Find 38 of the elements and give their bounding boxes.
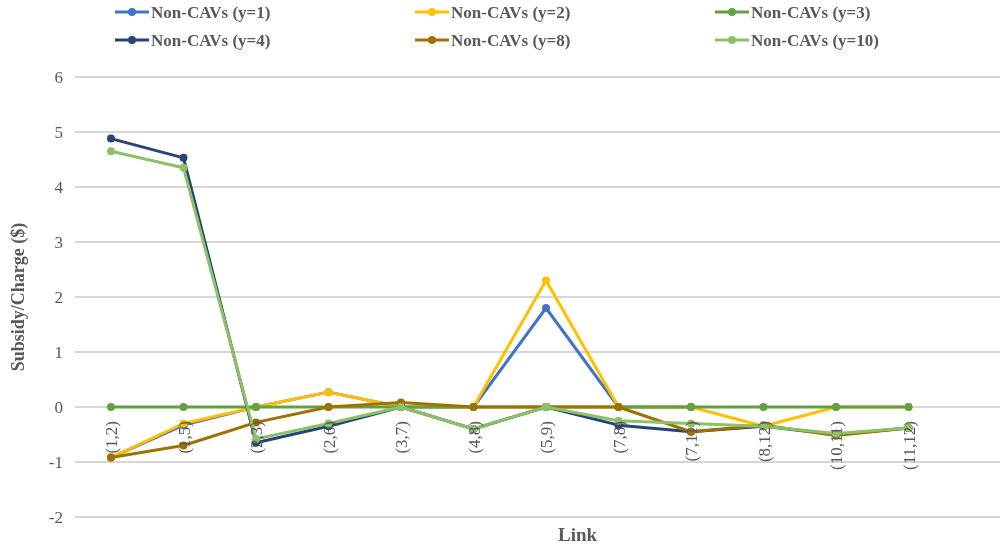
legend-label: Non-CAVs (y=10) (751, 30, 879, 50)
y-tick-label: 3 (54, 232, 63, 252)
point (107, 403, 115, 411)
x-tick-label: (3,7) (392, 421, 411, 454)
x-tick-label: (4,8) (464, 421, 484, 454)
legend-label: Non-CAVs (y=2) (451, 2, 571, 22)
point (179, 153, 188, 162)
legend-label: Non-CAVs (y=8) (451, 30, 571, 50)
legend-label: Non-CAVs (y=1) (151, 2, 271, 22)
x-tick-label: (11,12) (899, 421, 919, 470)
x-tick-label: (1,5) (174, 421, 194, 454)
y-tick-label: 5 (54, 122, 63, 142)
point (542, 304, 550, 312)
y-tick-label: -2 (48, 507, 63, 527)
x-tick-label: (8,12) (754, 421, 774, 463)
x-tick-label: (7,8) (609, 421, 629, 454)
x-tick-label: (2,3) (247, 421, 266, 454)
x-tick-label: (5,9) (537, 421, 556, 454)
y-tick-label: 0 (54, 397, 63, 417)
y-tick-label: 6 (54, 67, 63, 87)
point (107, 134, 115, 143)
point (107, 147, 115, 156)
x-tick-label: (7,11) (682, 421, 701, 462)
point (179, 163, 188, 172)
point (759, 403, 768, 411)
x-tick-label: (2,6) (319, 421, 339, 454)
x-axis-title: Link (557, 524, 598, 545)
y-axis-title: Subsidy/Charge ($) (8, 222, 29, 372)
y-tick-label: 1 (54, 342, 63, 362)
legend-label: Non-CAVs (y=3) (751, 2, 871, 22)
y-tick-label: 4 (54, 177, 64, 197)
x-tick-label: (10,11) (827, 421, 846, 470)
legend-label: Non-CAVs (y=4) (151, 30, 271, 50)
x-tick-label: (1,2) (102, 421, 121, 454)
y-tick-label: 2 (54, 287, 63, 307)
point (542, 276, 550, 285)
point (179, 403, 188, 411)
y-tick-label: -1 (48, 452, 63, 472)
